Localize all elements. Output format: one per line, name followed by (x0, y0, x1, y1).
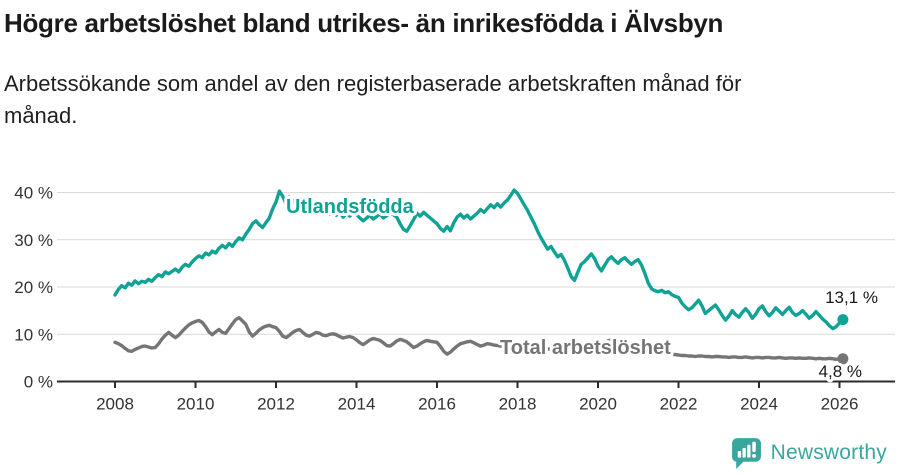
y-tick-label: 10 % (14, 325, 53, 344)
x-tick-label: 2018 (499, 395, 537, 414)
x-tick-label: 2012 (257, 395, 295, 414)
x-tick-label: 2008 (96, 395, 134, 414)
series-line-0 (113, 188, 845, 331)
series-label-1: Total arbetslöshet (500, 337, 671, 359)
series-line-1 (113, 316, 845, 361)
y-tick-label: 40 % (14, 184, 53, 203)
y-tick-label: 20 % (14, 278, 53, 297)
y-tick-label: 0 % (24, 373, 53, 392)
y-tick-label: 30 % (14, 231, 53, 250)
series-end-dot-0 (837, 314, 849, 326)
newsworthy-icon (731, 438, 761, 469)
series-end-value-1: 4,8 % (819, 362, 862, 381)
page-title: Högre arbetslöshet bland utrikes- än inr… (4, 8, 724, 38)
brand-logo: Newsworthy (730, 436, 887, 469)
series-end-dot-1 (837, 353, 849, 365)
x-tick-label: 2022 (660, 395, 698, 414)
series-end-value-0: 13,1 % (825, 288, 878, 307)
series-label-0: Utlandsfödda (286, 196, 415, 218)
x-tick-label: 2026 (821, 395, 859, 414)
x-tick-label: 2010 (177, 395, 215, 414)
chart-subtitle: Arbetssökande som andel av den registerb… (4, 71, 742, 128)
x-tick-label: 2020 (579, 395, 617, 414)
x-tick-label: 2024 (740, 395, 778, 414)
x-tick-label: 2014 (338, 395, 376, 414)
brand-name: Newsworthy (770, 440, 887, 464)
x-tick-label: 2016 (418, 395, 456, 414)
